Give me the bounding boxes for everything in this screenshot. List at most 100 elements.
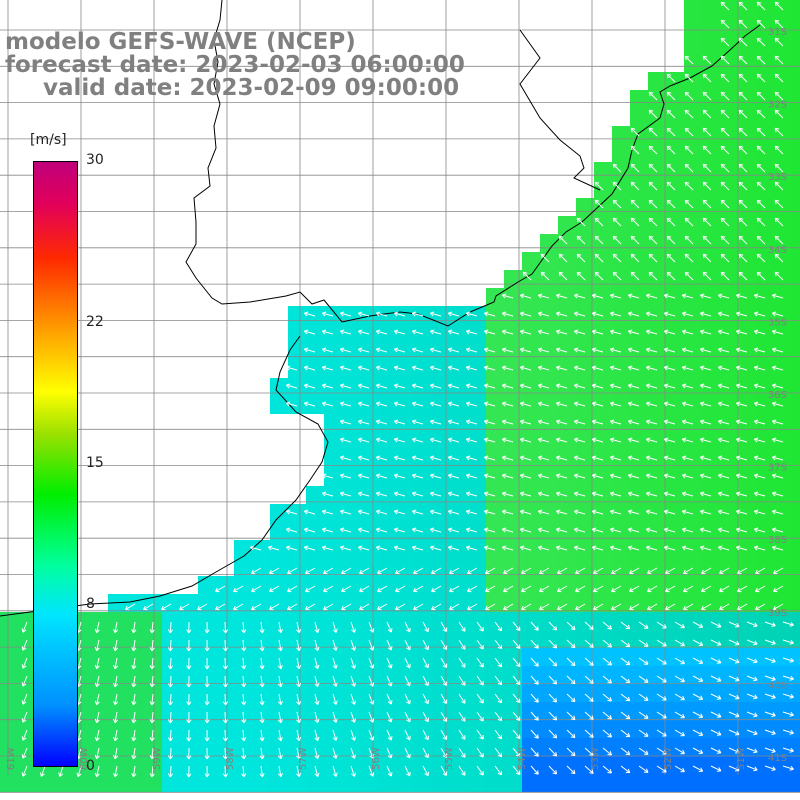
arrow-icon <box>738 55 748 65</box>
arrow-icon <box>484 437 496 443</box>
wind-cell <box>774 486 792 504</box>
arrow-icon <box>638 621 649 629</box>
arrow-icon <box>610 347 622 353</box>
wind-cell <box>594 540 612 558</box>
wind-cell <box>432 594 450 612</box>
wind-cell <box>792 342 800 360</box>
wind-cell <box>450 540 468 558</box>
arrow-icon <box>466 545 478 551</box>
arrow-icon <box>584 675 594 684</box>
wind-cell <box>432 756 450 774</box>
arrow-icon <box>646 491 658 497</box>
wind-cell <box>612 594 630 612</box>
wind-cell <box>378 648 396 666</box>
wind-cell <box>576 576 594 594</box>
wind-cell <box>378 324 396 342</box>
arrow-icon <box>774 127 784 137</box>
arrow-icon <box>646 401 658 407</box>
arrow-icon <box>647 585 658 593</box>
arrow-icon <box>648 271 658 281</box>
arrow-icon <box>322 473 334 479</box>
arrow-icon <box>782 675 794 681</box>
arrow-icon <box>113 765 119 778</box>
wind-cell <box>720 306 738 324</box>
wind-cell <box>324 414 342 432</box>
wind-cell <box>648 486 666 504</box>
arrow-icon <box>648 127 658 137</box>
arrow-icon <box>664 383 676 389</box>
wind-cell <box>576 360 594 378</box>
wind-cell <box>450 774 468 792</box>
arrow-icon <box>602 747 612 756</box>
arrow-icon <box>21 765 28 777</box>
wind-cell <box>666 486 684 504</box>
wind-cell <box>720 450 738 468</box>
arrow-icon <box>404 693 411 705</box>
wind-cell <box>630 216 648 234</box>
arrow-icon <box>394 455 406 461</box>
arrow-icon <box>548 657 558 667</box>
wind-cell <box>756 36 774 54</box>
arrow-icon <box>620 621 631 630</box>
wind-cell <box>234 630 252 648</box>
arrow-icon <box>566 747 576 757</box>
wind-cell <box>306 378 324 396</box>
wind-cell <box>198 738 216 756</box>
arrow-icon <box>277 621 283 634</box>
wind-cell <box>558 342 576 360</box>
wind-cell <box>702 396 720 414</box>
arrow-icon <box>664 365 676 371</box>
arrow-icon <box>167 747 174 760</box>
wind-cell <box>774 666 792 684</box>
wind-cell <box>720 216 738 234</box>
wind-cell <box>720 756 738 774</box>
arrow-icon <box>630 253 640 263</box>
arrow-icon <box>754 455 766 461</box>
arrow-icon <box>575 567 586 575</box>
arrow-icon <box>666 271 676 281</box>
wind-cell <box>666 180 684 198</box>
wind-cell <box>612 180 630 198</box>
arrow-icon <box>296 729 302 742</box>
wind-cell <box>396 324 414 342</box>
arrow-icon <box>21 711 28 723</box>
arrow-icon <box>710 693 722 700</box>
colorbar-tick-label: 22 <box>86 313 104 330</box>
lon-label: 57W <box>298 747 309 770</box>
wind-cell <box>702 72 720 90</box>
arrow-icon <box>736 509 748 515</box>
arrow-icon <box>186 765 192 778</box>
wind-cell <box>576 378 594 396</box>
wind-cell <box>144 648 162 666</box>
arrow-icon <box>520 401 532 407</box>
arrow-icon <box>566 693 576 703</box>
arrow-icon <box>204 711 210 724</box>
arrow-icon <box>422 675 429 687</box>
arrow-icon <box>664 455 676 461</box>
wind-cell <box>108 612 126 630</box>
wind-cell <box>558 324 576 342</box>
wind-cell <box>504 486 522 504</box>
arrow-icon <box>684 217 694 227</box>
wind-cell <box>522 522 540 540</box>
wind-cell <box>450 306 468 324</box>
wind-cell <box>504 522 522 540</box>
wind-cell <box>468 432 486 450</box>
arrow-icon <box>94 711 100 724</box>
wind-cell <box>198 774 216 792</box>
wind-cell <box>738 216 756 234</box>
wind-cell <box>252 756 270 774</box>
arrow-icon <box>287 603 298 611</box>
wind-cell <box>450 558 468 576</box>
arrow-icon <box>736 365 748 371</box>
wind-cell <box>198 576 216 594</box>
arrow-icon <box>422 657 429 669</box>
arrow-icon <box>494 765 503 776</box>
arrow-icon <box>521 603 532 611</box>
arrow-icon <box>466 455 478 461</box>
arrow-icon <box>592 329 604 335</box>
arrow-icon <box>575 603 586 611</box>
arrow-icon <box>756 73 766 83</box>
wind-cell <box>342 576 360 594</box>
arrow-icon <box>520 293 532 299</box>
